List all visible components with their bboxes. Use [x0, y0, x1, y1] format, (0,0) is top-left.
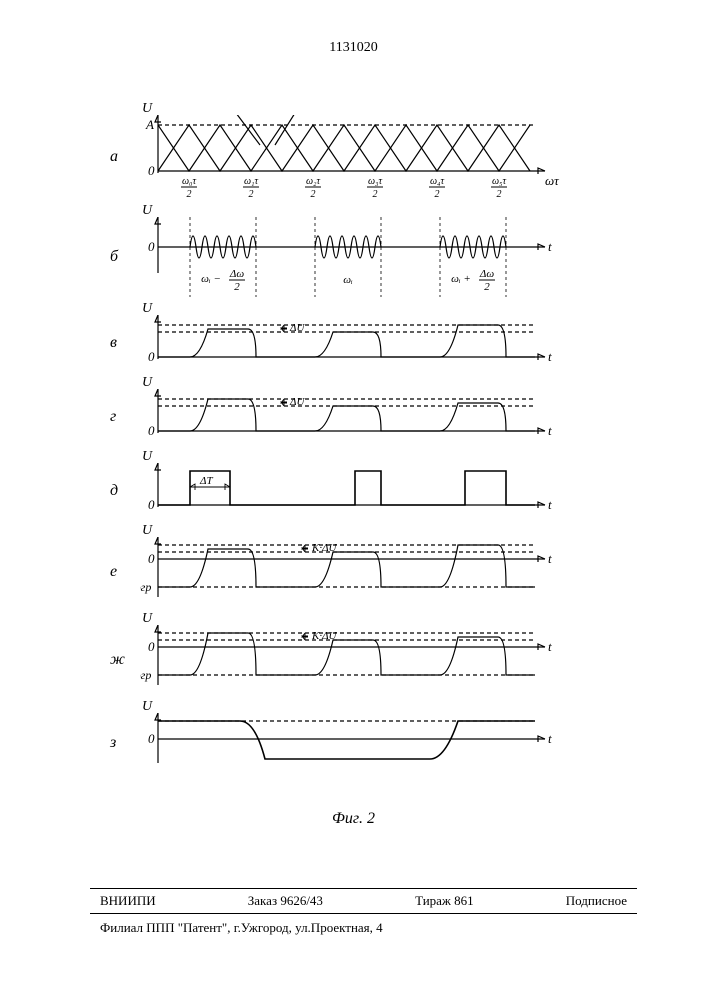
chart-row-zh: ж U 0 — [140, 625, 560, 695]
chart-b: 0 t ωᵢ − Δω2 ωᵢ ωᵢ + Δω2 — [140, 217, 560, 297]
xlab-zh: t — [548, 639, 552, 654]
svg-text:ω₀τ: ω₀τ — [182, 176, 197, 187]
figure-area: а U A 0 — [140, 115, 560, 795]
chart-z: 0 t — [140, 713, 560, 773]
footer-line2: Филиал ППП "Патент", г.Ужгород, ул.Проек… — [90, 916, 637, 940]
chart-zh: 0 Uогр t K·ΔU — [140, 625, 560, 695]
delta-v: ΔU — [289, 322, 305, 334]
page: 1131020 а U — [0, 0, 707, 1000]
svg-text:2: 2 — [249, 189, 254, 199]
label-0zh: 0 — [148, 639, 155, 654]
label-0z: 0 — [148, 731, 155, 746]
svg-text:ω₁τ: ω₁τ — [244, 176, 259, 187]
delta-d: ΔT — [199, 475, 213, 487]
label-0b: 0 — [148, 239, 155, 254]
row-label-e: е — [110, 563, 117, 581]
row-label-b: б — [110, 248, 118, 266]
chart-d: 0 t ΔT — [140, 463, 560, 519]
svg-text:Δω: Δω — [229, 268, 244, 280]
svg-text:ωᵢ +: ωᵢ + — [451, 273, 471, 285]
label-0d: 0 — [148, 497, 155, 512]
ylab-g: U — [142, 375, 152, 391]
delta-e: K·ΔU — [311, 542, 338, 554]
svg-text:2: 2 — [373, 189, 378, 199]
ref-1: 1 — [232, 115, 239, 116]
xlab-e: t — [548, 551, 552, 566]
svg-text:Δω: Δω — [479, 268, 494, 280]
ylab-z: U — [142, 699, 152, 715]
label-0e: 0 — [148, 551, 155, 566]
svg-text:2: 2 — [234, 281, 240, 293]
ref-2: 2 — [298, 115, 305, 116]
footer-row-1: ВНИИПИ Заказ 9626/43 Тираж 861 Подписное — [90, 891, 637, 911]
svg-text:2: 2 — [497, 189, 502, 199]
chart-row-e: е U 0 — [140, 537, 560, 607]
svg-text:ω₂τ: ω₂τ — [306, 176, 321, 187]
label-0v: 0 — [148, 349, 155, 364]
svg-text:2: 2 — [484, 281, 490, 293]
chart-row-b: б U — [140, 217, 560, 297]
ylab-a: U — [142, 101, 152, 117]
uogr-e: Uогр — [140, 580, 151, 594]
svg-text:2: 2 — [187, 189, 192, 199]
row-label-zh: ж — [110, 651, 125, 669]
chart-g: 0 t ΔU — [140, 389, 560, 445]
xlab-d: t — [548, 497, 552, 512]
xlab-a: ωτ — [545, 173, 560, 188]
chart-v: 0 t ΔU — [140, 315, 560, 371]
footer: ВНИИПИ Заказ 9626/43 Тираж 861 Подписное… — [90, 886, 637, 940]
row-label-g: г — [110, 408, 116, 426]
chart-row-a: а U A 0 — [140, 115, 560, 199]
footer-right: Подписное — [566, 893, 627, 909]
ylab-b: U — [142, 203, 152, 219]
label-A: A — [145, 117, 154, 132]
delta-g: ΔU — [289, 396, 305, 408]
ylab-v: U — [142, 301, 152, 317]
xlab-v: t — [548, 349, 552, 364]
ylab-zh: U — [142, 611, 152, 627]
label-0a: 0 — [148, 163, 155, 178]
footer-order: Заказ 9626/43 — [248, 893, 323, 909]
row-label-v: в — [110, 334, 117, 352]
chart-row-z: з U 0 t — [140, 713, 560, 773]
svg-text:2: 2 — [435, 189, 440, 199]
chart-row-v: в U — [140, 315, 560, 371]
xlab-b: t — [548, 239, 552, 254]
svg-text:2: 2 — [311, 189, 316, 199]
svg-text:ω₃τ: ω₃τ — [368, 176, 383, 187]
svg-text:ω₅τ: ω₅τ — [492, 176, 507, 187]
chart-row-d: д U 0 t ΔT — [140, 463, 560, 519]
row-label-a: а — [110, 148, 118, 166]
svg-text:ω₄τ: ω₄τ — [430, 176, 445, 187]
row-label-z: з — [110, 734, 116, 752]
row-label-d: д — [110, 482, 118, 500]
burst-label-2: ωᵢ — [343, 274, 353, 286]
ylab-e: U — [142, 523, 152, 539]
footer-left: ВНИИПИ — [100, 893, 156, 909]
xlab-z: t — [548, 731, 552, 746]
xlab-g: t — [548, 423, 552, 438]
chart-row-g: г U 0 t — [140, 389, 560, 445]
ylab-d: U — [142, 449, 152, 465]
chart-e: 0 Uогр t K·ΔU — [140, 537, 560, 607]
delta-zh: K·ΔU — [311, 630, 338, 642]
uogr-zh: Uогр — [140, 668, 151, 682]
footer-tirazh: Тираж 861 — [415, 893, 474, 909]
page-number: 1131020 — [329, 40, 377, 56]
chart-a: A 0 1 2 ωτ ω₀τ 2 ω₁τ 2 ω₂τ 2 — [140, 115, 560, 199]
figure-caption: Фиг. 2 — [332, 810, 375, 828]
svg-text:ωᵢ −: ωᵢ − — [201, 273, 221, 285]
label-0g: 0 — [148, 423, 155, 438]
